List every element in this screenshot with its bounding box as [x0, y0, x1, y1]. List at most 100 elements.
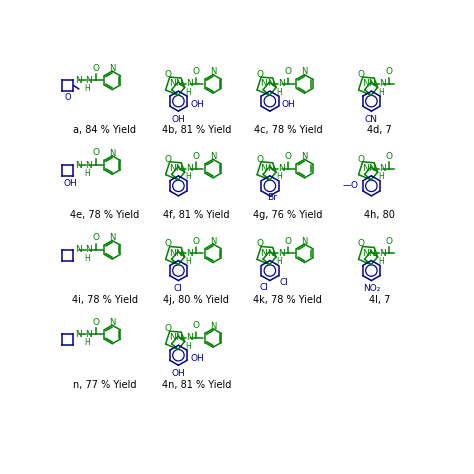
- Text: —O: —O: [343, 182, 359, 191]
- Text: N: N: [267, 249, 274, 258]
- Text: N: N: [379, 249, 386, 258]
- Text: Cl: Cl: [174, 284, 183, 293]
- Text: O: O: [64, 93, 71, 102]
- Text: O: O: [357, 239, 365, 248]
- Text: O: O: [164, 70, 172, 79]
- Text: N: N: [75, 245, 82, 254]
- Text: H: H: [276, 88, 283, 97]
- Text: O: O: [256, 155, 263, 164]
- Text: N: N: [186, 79, 193, 88]
- Text: N: N: [109, 149, 116, 158]
- Text: OH: OH: [282, 100, 295, 109]
- Text: H: H: [185, 257, 191, 266]
- Text: N: N: [362, 249, 369, 258]
- Text: H: H: [185, 88, 191, 97]
- Text: H: H: [276, 173, 283, 182]
- Text: N: N: [86, 161, 92, 170]
- Text: CN: CN: [365, 115, 378, 124]
- Text: O: O: [92, 64, 99, 73]
- Text: N: N: [362, 164, 369, 173]
- Text: O: O: [284, 237, 292, 246]
- Text: N: N: [175, 334, 182, 343]
- Text: Br: Br: [267, 193, 277, 202]
- Text: H: H: [276, 257, 283, 266]
- Text: N: N: [86, 76, 92, 85]
- Text: N: N: [186, 334, 193, 343]
- Text: 4n, 81 % Yield: 4n, 81 % Yield: [162, 380, 231, 390]
- Text: N: N: [369, 164, 375, 173]
- Text: 4f, 81 % Yield: 4f, 81 % Yield: [163, 210, 230, 220]
- Text: N: N: [261, 79, 267, 88]
- Text: N: N: [169, 79, 176, 88]
- Text: N: N: [186, 249, 193, 258]
- Text: N: N: [75, 330, 82, 339]
- Text: O: O: [164, 239, 172, 248]
- Text: H: H: [84, 84, 90, 93]
- Text: N: N: [109, 318, 116, 327]
- Text: a, 84 % Yield: a, 84 % Yield: [73, 126, 137, 136]
- Text: O: O: [92, 148, 99, 157]
- Text: N: N: [369, 249, 375, 258]
- Text: N: N: [210, 152, 216, 161]
- Text: N: N: [278, 249, 284, 258]
- Text: O: O: [92, 318, 99, 327]
- Text: H: H: [84, 254, 90, 263]
- Text: H: H: [378, 88, 384, 97]
- Text: N: N: [169, 249, 176, 258]
- Text: O: O: [386, 67, 393, 76]
- Text: OH: OH: [172, 115, 185, 124]
- Text: N: N: [261, 164, 267, 173]
- Text: 4g, 76 % Yield: 4g, 76 % Yield: [253, 210, 323, 220]
- Text: O: O: [193, 152, 200, 161]
- Text: N: N: [175, 164, 182, 173]
- Text: O: O: [193, 321, 200, 330]
- Text: N: N: [301, 67, 308, 76]
- Text: H: H: [84, 338, 90, 347]
- Text: 4b, 81 % Yield: 4b, 81 % Yield: [162, 126, 231, 136]
- Text: Cl: Cl: [279, 278, 288, 287]
- Text: NO₂: NO₂: [363, 284, 380, 293]
- Text: OH: OH: [191, 354, 205, 363]
- Text: OH: OH: [191, 100, 205, 109]
- Text: N: N: [362, 79, 369, 88]
- Text: 4k, 78 % Yield: 4k, 78 % Yield: [254, 295, 322, 305]
- Text: N: N: [169, 164, 176, 173]
- Text: N: N: [86, 330, 92, 339]
- Text: O: O: [164, 155, 172, 164]
- Text: 4h, 80: 4h, 80: [364, 210, 395, 220]
- Text: O: O: [386, 152, 393, 161]
- Text: N: N: [278, 79, 284, 88]
- Text: N: N: [379, 79, 386, 88]
- Text: 4e, 78 % Yield: 4e, 78 % Yield: [70, 210, 140, 220]
- Text: N: N: [267, 164, 274, 173]
- Text: 4l, 7: 4l, 7: [369, 295, 390, 305]
- Text: N: N: [75, 161, 82, 170]
- Text: N: N: [369, 79, 375, 88]
- Text: N: N: [379, 164, 386, 173]
- Text: N: N: [210, 237, 216, 246]
- Text: n, 77 % Yield: n, 77 % Yield: [73, 380, 137, 390]
- Text: O: O: [357, 70, 365, 79]
- Text: OH: OH: [172, 369, 185, 378]
- Text: N: N: [210, 321, 216, 330]
- Text: H: H: [378, 173, 384, 182]
- Text: N: N: [278, 164, 284, 173]
- Text: O: O: [256, 239, 263, 248]
- Text: 4j, 80 % Yield: 4j, 80 % Yield: [164, 295, 229, 305]
- Text: 4c, 78 % Yield: 4c, 78 % Yield: [254, 126, 322, 136]
- Text: O: O: [193, 237, 200, 246]
- Text: H: H: [378, 257, 384, 266]
- Text: O: O: [386, 237, 393, 246]
- Text: N: N: [175, 79, 182, 88]
- Text: H: H: [185, 173, 191, 182]
- Text: N: N: [169, 334, 176, 343]
- Text: OH: OH: [63, 179, 77, 188]
- Text: O: O: [164, 324, 172, 333]
- Text: O: O: [284, 67, 292, 76]
- Text: N: N: [210, 67, 216, 76]
- Text: O: O: [284, 152, 292, 161]
- Text: Cl: Cl: [259, 283, 268, 292]
- Text: 4i, 78 % Yield: 4i, 78 % Yield: [72, 295, 138, 305]
- Text: N: N: [86, 245, 92, 254]
- Text: N: N: [109, 233, 116, 242]
